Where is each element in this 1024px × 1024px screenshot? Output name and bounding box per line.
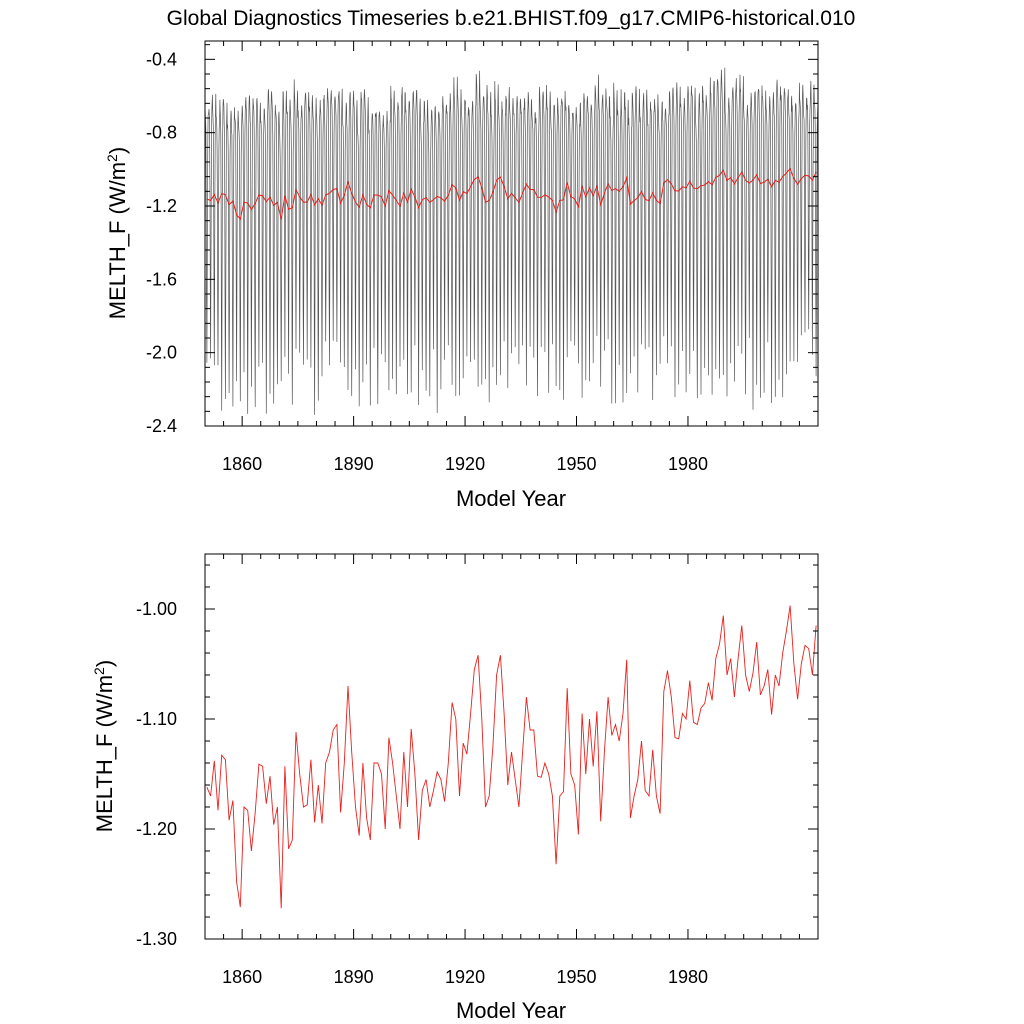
p0-xtick-label: 1890: [334, 454, 374, 474]
y-axis-ticks-top: -2.4 -2.0 -1.6 -1.2 -0.8 -0.4: [146, 44, 818, 436]
p0-ytick-label: -2.0: [146, 343, 177, 363]
p1-ytick-label: -1.10: [136, 709, 177, 729]
p0-xtick-label: 1950: [556, 454, 596, 474]
plot-frame-bottom: [204, 553, 819, 940]
x-axis-label-bottom: Model Year: [456, 998, 566, 1023]
p1-xtick-label: 1950: [556, 967, 596, 987]
y-axis-label-bottom: MELTH_F (W/m2): [91, 660, 117, 832]
p0-ytick-label: -1.6: [146, 269, 177, 289]
p1-ytick-label: -1.30: [136, 929, 177, 949]
annual-timeseries-panel: 1860 1890 1920 1950 1980 -1.30 -1.20 -1.10 -1.0…: [91, 553, 819, 1023]
monthly-series: [204, 67, 819, 415]
annual-mean-overlay-line: [206, 167, 817, 221]
p0-xtick-label: 1980: [668, 454, 708, 474]
p0-ytick-label: -2.4: [146, 416, 177, 436]
y-axis-label-top: MELTH_F (W/m2): [104, 147, 130, 319]
annual-series: [206, 605, 817, 909]
p1-ytick-label: -1.20: [136, 819, 177, 839]
p1-xtick-label: 1980: [668, 967, 708, 987]
monthly-line: [204, 67, 819, 415]
x-axis-ticks-bottom: 1860 1890 1920 1950 1980: [204, 554, 819, 987]
p1-xtick-label: 1920: [445, 967, 485, 987]
p1-ytick-label: -1.00: [136, 599, 177, 619]
p0-ytick-label: -1.2: [146, 196, 177, 216]
chart-title: Global Diagnostics Timeseries b.e21.BHIS…: [167, 7, 856, 30]
plot-frame-top: [204, 40, 819, 427]
x-axis-label-top: Model Year: [456, 486, 566, 511]
annual-mean-line: [206, 605, 817, 909]
annual-mean-series: [206, 167, 817, 221]
p1-xtick-label: 1860: [222, 967, 262, 987]
y-axis-ticks-bottom: -1.30 -1.20 -1.10 -1.00: [136, 564, 818, 949]
p0-ytick-label: -0.4: [146, 49, 177, 69]
monthly-timeseries-panel: 1860 1890 1920 1950 1980 -2.4 -2.0 -1.6 -1.2 -0.…: [104, 40, 819, 511]
p0-xtick-label: 1920: [445, 454, 485, 474]
p1-xtick-label: 1890: [334, 967, 374, 987]
p0-ytick-label: -0.8: [146, 123, 177, 143]
x-axis-ticks-top: 1860 1890 1920 1950 1980: [204, 41, 819, 474]
p0-xtick-label: 1860: [222, 454, 262, 474]
